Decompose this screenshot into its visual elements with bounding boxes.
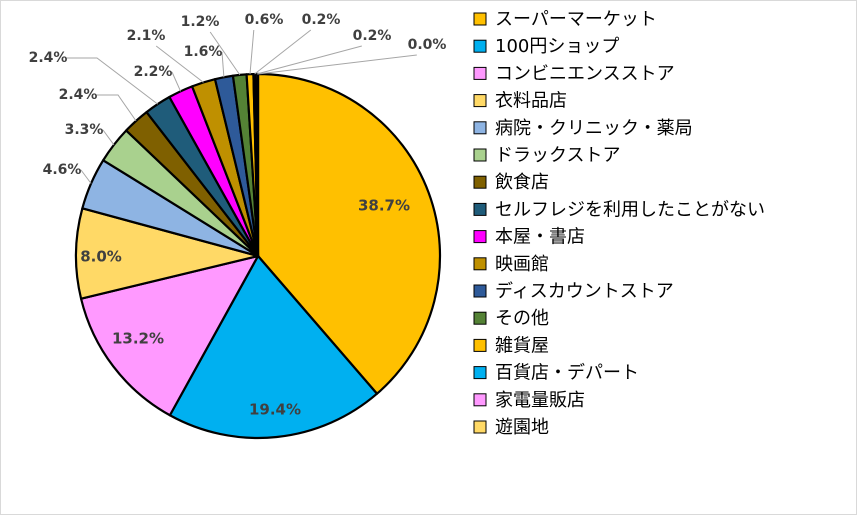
legend-swatch-5 bbox=[473, 121, 487, 135]
legend-label-10: 映画館 bbox=[495, 254, 549, 275]
legend-swatch-6 bbox=[473, 148, 487, 162]
legend-label-6: ドラックストア bbox=[495, 145, 620, 166]
leader-line-6 bbox=[102, 129, 115, 146]
data-label-11: 1.6% bbox=[184, 44, 223, 60]
leader-line-15 bbox=[256, 45, 362, 75]
legend-swatch-14 bbox=[473, 366, 487, 380]
data-label-4: 8.0% bbox=[80, 248, 122, 266]
legend-label-5: 病院・クリニック・薬局 bbox=[495, 118, 693, 139]
leader-line-8 bbox=[67, 57, 159, 105]
data-label-1: 38.7% bbox=[358, 197, 410, 215]
data-label-10: 2.1% bbox=[127, 28, 166, 44]
legend-label-15: 家電量販店 bbox=[495, 390, 585, 411]
legend-swatch-9 bbox=[473, 230, 487, 244]
legend-label-12: その他 bbox=[495, 308, 549, 329]
legend-swatch-12 bbox=[473, 311, 487, 325]
legend-swatch-1 bbox=[473, 12, 487, 26]
legend-swatch-4 bbox=[473, 94, 487, 108]
data-label-2: 19.4% bbox=[249, 401, 301, 419]
data-label-8: 2.4% bbox=[29, 50, 68, 66]
legend-swatch-3 bbox=[473, 66, 487, 80]
leader-line-13 bbox=[249, 29, 255, 75]
legend-label-11: ディスカウントストア bbox=[495, 281, 674, 302]
data-labels: 38.7% 19.4% 13.2% 8.0% 4.6% 3.3% 2.4% 2.4% 2.2% 2… bbox=[29, 12, 447, 419]
legend-label-7: 飲食店 bbox=[495, 172, 549, 193]
data-label-3: 13.2% bbox=[112, 330, 164, 348]
legend-swatch-15 bbox=[473, 393, 487, 407]
data-label-14: 0.2% bbox=[302, 12, 341, 28]
leader-line-12 bbox=[209, 31, 241, 76]
legend-label-14: 百貨店・デパート bbox=[495, 363, 639, 384]
data-label-16: 0.0% bbox=[408, 37, 447, 53]
legend-label-4: 衣料品店 bbox=[495, 91, 567, 112]
leader-lines bbox=[67, 29, 417, 184]
legend-swatch-10 bbox=[473, 257, 487, 271]
legend-swatch-13 bbox=[473, 338, 487, 352]
pie-slice-1 bbox=[256, 72, 442, 395]
legend-label-13: 雑貨屋 bbox=[495, 335, 549, 356]
legend-label-1: スーパーマーケット bbox=[495, 9, 657, 30]
data-label-7: 2.4% bbox=[59, 87, 98, 103]
legend-label-8: セルフレジを利用したことがない bbox=[495, 199, 765, 220]
leader-line-5 bbox=[80, 169, 92, 184]
legend-swatch-16 bbox=[473, 420, 487, 434]
data-label-6: 3.3% bbox=[65, 122, 104, 138]
legend-swatch-11 bbox=[473, 284, 487, 298]
leader-line-9 bbox=[171, 71, 182, 92]
pie-slice-3 bbox=[79, 254, 260, 417]
legend: スーパーマーケット 100円ショップコンビニエンスストア衣料品店病院・クリニック・… bbox=[473, 9, 765, 438]
legend-label-3: コンビニエンスストア bbox=[495, 63, 675, 84]
leader-line-7 bbox=[97, 94, 137, 122]
data-label-5: 4.6% bbox=[43, 162, 82, 178]
legend-label-16: 遊園地 bbox=[495, 417, 549, 438]
data-label-15: 0.2% bbox=[353, 28, 392, 44]
legend-swatch-7 bbox=[473, 175, 487, 189]
data-label-13: 0.6% bbox=[245, 12, 284, 28]
legend-swatch-2 bbox=[473, 39, 487, 53]
data-label-9: 2.2% bbox=[134, 64, 173, 80]
pie-slices bbox=[74, 72, 442, 440]
legend-swatch-8 bbox=[473, 202, 487, 216]
pie-slice-2 bbox=[168, 254, 379, 440]
leader-line-11 bbox=[221, 51, 225, 78]
leader-line-16 bbox=[257, 54, 417, 75]
pie-slice-4 bbox=[74, 207, 260, 300]
data-label-12: 1.2% bbox=[181, 14, 220, 30]
legend-label-2: 100円ショップ bbox=[495, 36, 619, 57]
leader-line-10 bbox=[155, 45, 204, 83]
legend-label-9: 本屋・書店 bbox=[495, 227, 585, 248]
leader-line-14 bbox=[254, 29, 312, 75]
